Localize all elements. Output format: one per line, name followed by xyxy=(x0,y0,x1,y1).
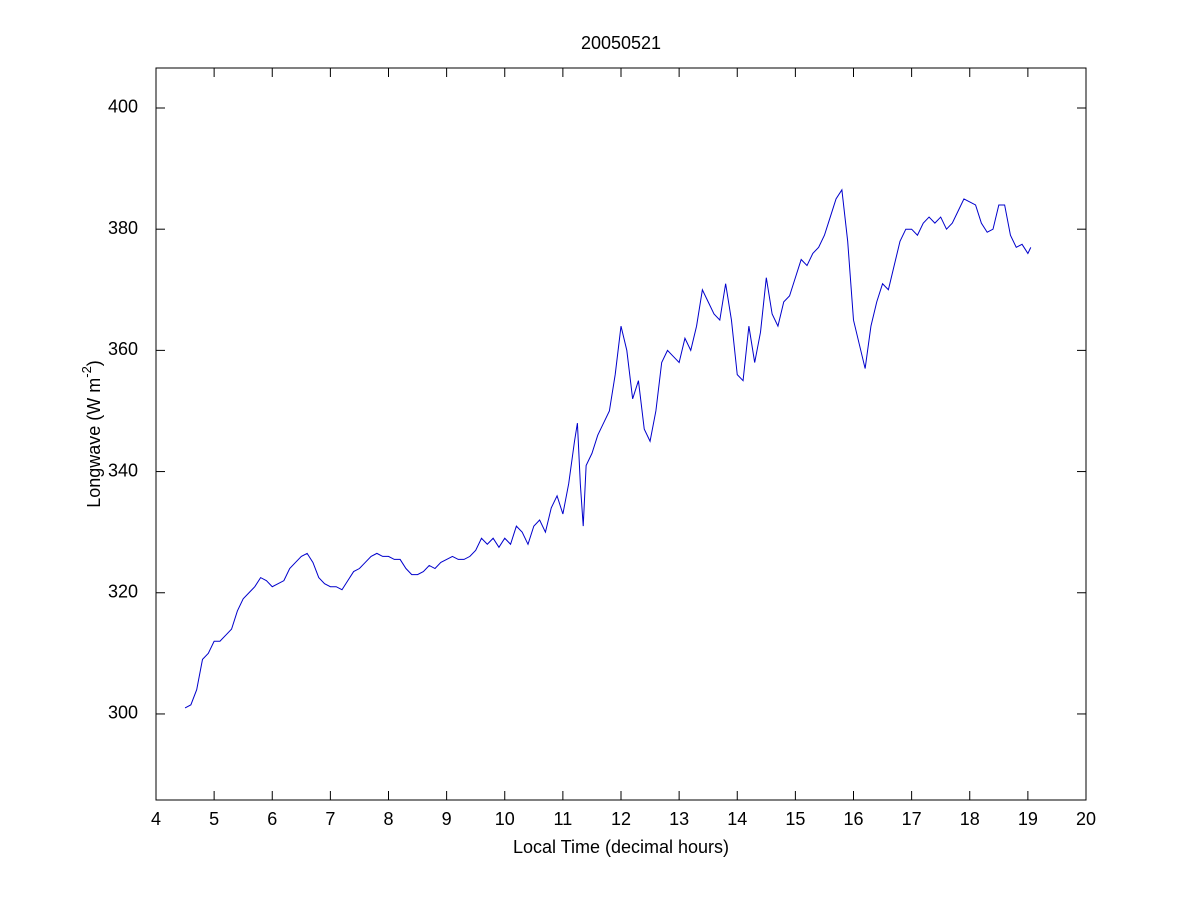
x-tick-label: 19 xyxy=(1018,809,1038,829)
y-tick-label: 400 xyxy=(108,97,138,117)
x-tick-label: 11 xyxy=(554,809,573,829)
x-tick-label: 10 xyxy=(495,809,515,829)
y-label-text: Longwave (W m xyxy=(84,378,104,508)
x-tick-label: 18 xyxy=(960,809,980,829)
x-tick-label: 5 xyxy=(209,809,219,829)
x-axis-label: Local Time (decimal hours) xyxy=(513,837,729,857)
y-tick-label: 380 xyxy=(108,218,138,238)
x-tick-label: 14 xyxy=(727,809,747,829)
x-tick-label: 13 xyxy=(669,809,689,829)
x-tick-label: 17 xyxy=(902,809,922,829)
y-tick-label: 360 xyxy=(108,339,138,359)
x-tick-label: 20 xyxy=(1076,809,1096,829)
x-tick-label: 8 xyxy=(383,809,393,829)
x-tick-label: 12 xyxy=(611,809,631,829)
x-tick-label: 15 xyxy=(785,809,805,829)
y-tick-label: 340 xyxy=(108,460,138,480)
y-label-suffix: ) xyxy=(84,360,104,366)
x-tick-label: 6 xyxy=(267,809,277,829)
y-tick-label: 300 xyxy=(108,703,138,723)
x-tick-label: 16 xyxy=(843,809,863,829)
chart-title: 20050521 xyxy=(581,33,661,53)
plot-area xyxy=(155,67,1087,801)
x-tick-label: 9 xyxy=(442,809,452,829)
y-label-superscript: -2 xyxy=(79,366,94,378)
y-axis-label: Longwave (W m-2) xyxy=(79,360,103,508)
y-tick-label: 320 xyxy=(108,582,138,602)
x-tick-label: 7 xyxy=(325,809,335,829)
data-line xyxy=(184,188,1032,709)
x-tick-label: 4 xyxy=(151,809,161,829)
